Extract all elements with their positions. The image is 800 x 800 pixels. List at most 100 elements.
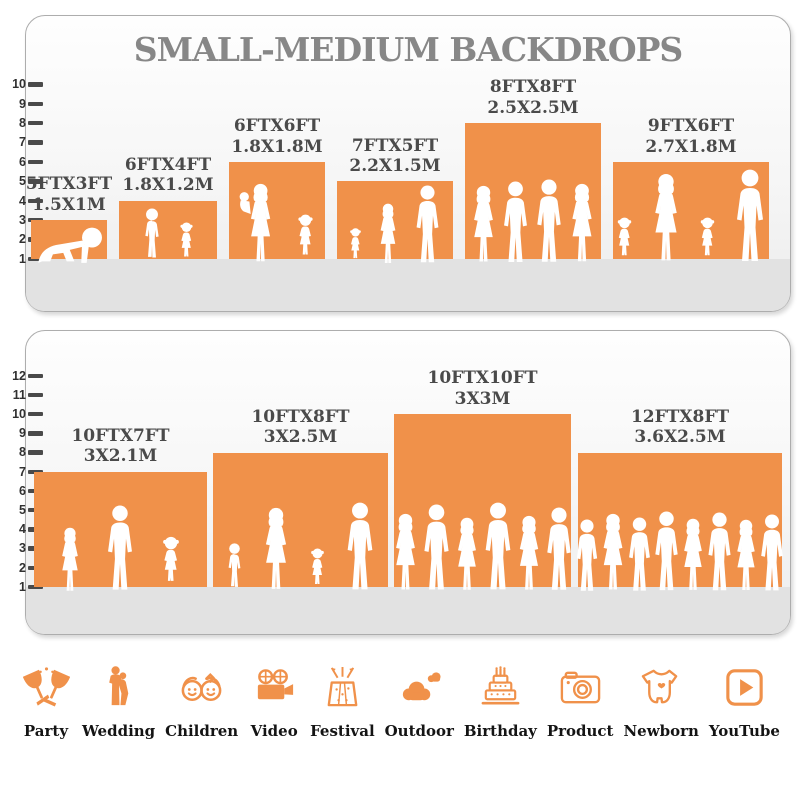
axis-tick: 4 (19, 194, 43, 208)
silhouette-group (47, 505, 194, 597)
woman-with-baby-silhouette (239, 183, 271, 262)
silhouette-group (30, 223, 108, 269)
axis-tick-label: 8 (19, 445, 26, 460)
category-product: Product (547, 664, 614, 740)
girl-silhouette (700, 217, 715, 256)
backdrop-bar (119, 200, 217, 259)
baby-crawling-silhouette (38, 227, 102, 263)
axis-tick: 11 (13, 388, 43, 402)
size-m-label: 3.6X2.5M (634, 427, 726, 448)
backdrop-size-label: 8FTX8FT 2.5X2.5M (487, 77, 578, 118)
girl-silhouette (162, 536, 179, 581)
woman-silhouette (457, 517, 476, 590)
size-m-label: 3X3M (454, 388, 511, 409)
category-children: Children (165, 664, 238, 740)
axis-tick-label: 7 (19, 464, 26, 479)
man-silhouette (504, 181, 527, 262)
size-m-label: 2.5X2.5M (487, 97, 579, 118)
size-m-label: 2.2X1.5M (349, 156, 441, 177)
woman-silhouette (265, 507, 286, 589)
man-silhouette (107, 505, 132, 590)
size-ft-label: 7FTX5FT (351, 135, 439, 156)
axis-tick-label: 2 (19, 560, 26, 575)
silhouette-group (217, 502, 385, 597)
woman-silhouette (684, 518, 702, 590)
axis-tick-label: 4 (19, 193, 26, 208)
wedding-icon (95, 664, 142, 711)
woman-silhouette (737, 519, 755, 590)
backdrop-size-label: 6FTX6FT 1.8X1.8M (231, 116, 322, 157)
size-ft-label: 9FTX6FT (647, 116, 735, 137)
axis-tick: 5 (19, 174, 43, 188)
category-label: Children (165, 722, 239, 740)
axis-tick-label: 8 (19, 115, 26, 130)
axis-tick: 1 (19, 580, 43, 594)
man-silhouette (737, 169, 763, 261)
backdrop-size-label: 5FTX3FT 1.5X1M (26, 174, 112, 215)
children-icon (178, 664, 225, 711)
axis-tick-label: 2 (19, 232, 26, 247)
man-silhouette (761, 514, 783, 591)
axis-tick: 7 (19, 135, 43, 149)
category-newborn: Newborn (623, 664, 699, 740)
woman-silhouette (395, 513, 415, 590)
man-silhouette (576, 519, 598, 591)
axis-tick-label: 7 (19, 135, 26, 150)
axis-tick-label: 5 (19, 502, 26, 517)
girl-silhouette (310, 548, 324, 584)
axis-tick-label: 4 (19, 522, 26, 537)
axis-tick: 9 (19, 97, 43, 111)
silhouette-group (468, 179, 598, 269)
man-silhouette (537, 179, 561, 262)
category-label: Video (250, 722, 298, 740)
category-label: Product (546, 722, 614, 740)
axis-tick-label: 9 (19, 96, 26, 111)
boy-silhouette (145, 208, 159, 258)
youtube-icon (721, 664, 768, 711)
axis-tick: 10 (12, 407, 43, 421)
axis-tick-label: 1 (19, 251, 26, 266)
woman-silhouette (603, 513, 623, 590)
backdrop-size-label: 9FTX6FT 2.7X1.8M (645, 116, 736, 157)
silhouette-group (607, 169, 775, 269)
silhouette-group (230, 183, 325, 269)
video-icon (251, 664, 298, 711)
size-ft-label: 10FTX8FT (251, 406, 350, 427)
category-label: Newborn (623, 722, 699, 740)
size-m-label: 1.5X1M (32, 194, 106, 215)
axis-tick: 12 (12, 369, 43, 383)
man-silhouette (546, 507, 571, 590)
girl-silhouette (180, 222, 193, 257)
girl-silhouette (617, 217, 632, 256)
backdrop-size-label: 6FTX4FT 1.8X1.2M (122, 155, 213, 196)
girl-silhouette (298, 214, 313, 255)
category-birthday: Birthday (464, 664, 537, 740)
floor-strip (26, 259, 790, 311)
silhouette-group (341, 185, 449, 269)
size-ft-label: 12FTX8FT (630, 406, 730, 427)
category-outdoor: Outdoor (385, 664, 454, 740)
woman-silhouette (61, 527, 78, 591)
size-ft-label: 8FTX8FT (489, 77, 577, 98)
medium-large-chart-panel: 1 2 3 4 5 6 7 8 9 10 11 12 10FTX7FT 3X2.1M 10FTX8FT 3X2… (12, 330, 791, 635)
axis-tick: 10 (12, 77, 43, 91)
size-ft-label: 10FTX10FT (427, 368, 538, 389)
axis-tick: 8 (19, 116, 43, 130)
floor-strip (26, 587, 790, 634)
axis-tick: 1 (19, 252, 43, 266)
product-icon (557, 664, 604, 711)
axis-tick-label: 3 (19, 212, 26, 227)
size-ft-label: 5FTX3FT (25, 174, 113, 195)
axis-tick: 9 (19, 426, 43, 440)
axis-tick-label: 12 (12, 368, 26, 383)
axis-tick-label: 11 (12, 387, 26, 402)
man-silhouette (485, 502, 510, 590)
man-silhouette (655, 511, 678, 591)
woman-silhouette (519, 515, 538, 590)
category-party: Party (20, 664, 72, 740)
woman-silhouette (380, 203, 396, 264)
category-label: Wedding (81, 722, 156, 740)
small-medium-chart-panel: SMALL-MEDIUM BACKDROPS 1 2 3 4 5 6 7 8 9 10 5FTX3F… (12, 15, 791, 312)
man-silhouette (629, 517, 650, 591)
category-wedding: Wedding (82, 664, 155, 740)
